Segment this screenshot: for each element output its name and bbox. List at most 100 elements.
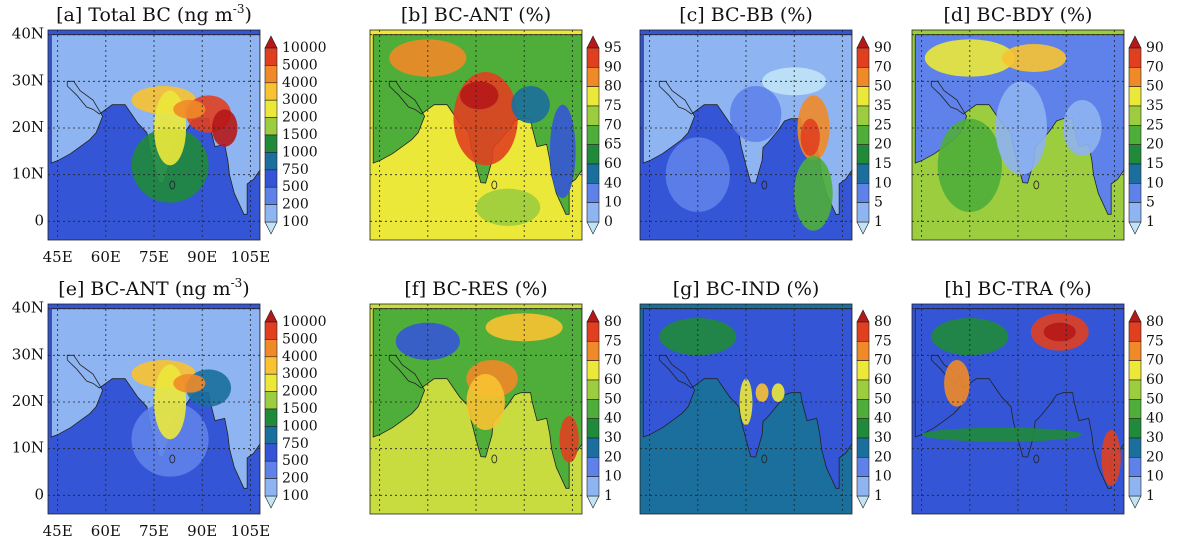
panel-title: [h] BC-TRA (%) bbox=[944, 278, 1091, 300]
title-text: [f] BC-RES (%) bbox=[404, 278, 547, 300]
colorbar-segment bbox=[1128, 125, 1142, 145]
colorbar-label: 5000 bbox=[282, 331, 318, 347]
colorbar-segment bbox=[1128, 360, 1142, 381]
colorbar-label: 10000 bbox=[282, 40, 327, 56]
colorbar-segment bbox=[264, 373, 278, 392]
colorbar-segment bbox=[856, 457, 870, 477]
colorbar-segment bbox=[586, 105, 600, 126]
hotspot bbox=[485, 313, 563, 342]
hotspot bbox=[755, 383, 769, 402]
colorbar-label: 500 bbox=[282, 179, 309, 195]
panel: [e] BC-ANT (ng m-3)100005000400030002000… bbox=[12, 276, 327, 541]
colorbar-segment bbox=[856, 125, 870, 145]
colorbar-end bbox=[1128, 35, 1142, 49]
colorbar-segment bbox=[586, 341, 600, 361]
x-tick-label: 90E bbox=[187, 248, 217, 266]
colorbar-segment bbox=[264, 443, 278, 462]
colorbar-label: 200 bbox=[282, 197, 309, 213]
hotspot bbox=[559, 416, 579, 463]
colorbar-label: 100 bbox=[282, 214, 309, 230]
hotspot bbox=[1043, 322, 1076, 342]
hotspot bbox=[729, 86, 782, 142]
colorbar-label: 70 bbox=[1146, 59, 1164, 75]
colorbar-segment bbox=[586, 476, 600, 497]
colorbar-label: 20 bbox=[604, 449, 622, 465]
sri-lanka bbox=[761, 454, 768, 464]
colorbar-end bbox=[586, 221, 600, 235]
colorbar-label: 1000 bbox=[282, 418, 318, 434]
colorbar-end bbox=[1128, 221, 1142, 235]
colorbar-label: 20 bbox=[874, 449, 892, 465]
colorbar-label: 1 bbox=[874, 488, 883, 504]
title-text: [c] BC-BB (%) bbox=[679, 4, 813, 26]
hotspot bbox=[995, 81, 1047, 175]
colorbar-segment bbox=[264, 204, 278, 223]
colorbar-label: 65 bbox=[604, 137, 622, 153]
colorbar-label: 60 bbox=[604, 372, 622, 388]
map-frame bbox=[639, 29, 853, 241]
colorbar-segment bbox=[586, 379, 600, 400]
colorbar-label: 80 bbox=[1146, 314, 1164, 330]
colorbar-segment bbox=[264, 99, 278, 118]
colorbar-label: 40 bbox=[1146, 411, 1164, 427]
colorbar-segment bbox=[856, 379, 870, 400]
colorbar-label: 40 bbox=[604, 175, 622, 191]
x-tick-label: 45E bbox=[43, 522, 73, 540]
map bbox=[370, 30, 582, 240]
x-tick-label: 105E bbox=[231, 522, 271, 540]
colorbar-segment bbox=[586, 163, 600, 184]
colorbar-label: 80 bbox=[874, 314, 892, 330]
x-tick-label: 75E bbox=[139, 522, 169, 540]
sri-lanka bbox=[169, 454, 176, 464]
colorbar-segment bbox=[264, 65, 278, 84]
x-tick-label: 105E bbox=[231, 248, 271, 266]
title-end: ) bbox=[242, 278, 249, 300]
colorbar-segment bbox=[586, 202, 600, 223]
colorbar-segment bbox=[1128, 379, 1142, 400]
colorbar-label: 20 bbox=[1146, 137, 1164, 153]
panel: [a] Total BC (ng m-3)1000050004000300020… bbox=[12, 2, 327, 267]
colorbar-label: 3000 bbox=[282, 366, 318, 382]
colorbar-label: 90 bbox=[1146, 40, 1164, 56]
sri-lanka bbox=[1033, 454, 1040, 464]
colorbar-segment bbox=[586, 144, 600, 165]
map bbox=[48, 30, 260, 240]
colorbar-label: 1 bbox=[1146, 488, 1155, 504]
colorbar-segment bbox=[264, 356, 278, 375]
colorbar-segment bbox=[586, 399, 600, 419]
panel-title: [d] BC-BDY (%) bbox=[944, 4, 1093, 26]
colorbar-label: 90 bbox=[874, 40, 892, 56]
colorbar-label: 10 bbox=[874, 175, 892, 191]
colorbar-label: 75 bbox=[604, 98, 622, 114]
hotspot bbox=[665, 137, 730, 212]
colorbar-label: 4000 bbox=[282, 349, 318, 365]
sri-lanka bbox=[169, 180, 176, 190]
colorbar-segment bbox=[856, 163, 870, 184]
y-tick-label: 40N bbox=[12, 25, 44, 43]
hotspot bbox=[921, 427, 1083, 442]
hotspot bbox=[931, 318, 1009, 356]
colorbar-segment bbox=[856, 67, 870, 87]
colorbar-label: 1 bbox=[874, 214, 883, 230]
colorbar-segment bbox=[856, 341, 870, 361]
colorbar-segment bbox=[264, 47, 278, 66]
hotspot bbox=[511, 86, 550, 124]
colorbar-label: 40 bbox=[874, 411, 892, 427]
hotspot bbox=[659, 318, 737, 356]
x-tick-label: 75E bbox=[139, 248, 169, 266]
colorbar-segment bbox=[264, 460, 278, 479]
colorbar-segment bbox=[264, 169, 278, 188]
colorbar-end bbox=[586, 35, 600, 49]
colorbar-segment bbox=[1128, 476, 1142, 497]
colorbar-label: 60 bbox=[604, 156, 622, 172]
x-tick-label: 60E bbox=[91, 248, 121, 266]
panel-title: [a] Total BC (ng m-3) bbox=[56, 2, 252, 27]
colorbar-segment bbox=[856, 202, 870, 223]
hotspot bbox=[800, 118, 820, 156]
hotspot bbox=[924, 39, 1015, 77]
hotspot bbox=[476, 188, 541, 226]
colorbar-end bbox=[264, 221, 278, 235]
colorbar-label: 100 bbox=[282, 488, 309, 504]
colorbar-segment bbox=[264, 478, 278, 497]
hotspot bbox=[1001, 44, 1067, 72]
